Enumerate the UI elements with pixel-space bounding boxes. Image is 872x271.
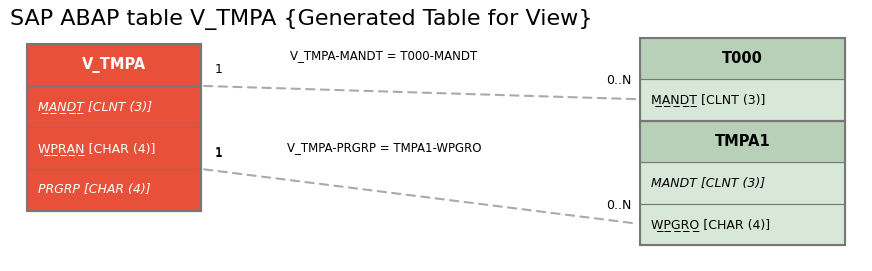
- Text: W̲P̲R̲A̲N̲ [CHAR (4)]: W̲P̲R̲A̲N̲ [CHAR (4)]: [37, 142, 155, 155]
- FancyBboxPatch shape: [27, 86, 201, 127]
- Text: 1: 1: [215, 63, 222, 76]
- FancyBboxPatch shape: [27, 169, 201, 211]
- FancyBboxPatch shape: [640, 162, 845, 204]
- Text: V_TMPA-PRGRP = TMPA1-WPGRO: V_TMPA-PRGRP = TMPA1-WPGRO: [287, 141, 481, 154]
- FancyBboxPatch shape: [27, 44, 201, 86]
- Text: V_TMPA: V_TMPA: [82, 57, 146, 73]
- Text: M̲A̲N̲D̲T̲ [CLNT (3)]: M̲A̲N̲D̲T̲ [CLNT (3)]: [651, 93, 765, 107]
- Text: W̲P̲G̲R̲O̲ [CHAR (4)]: W̲P̲G̲R̲O̲ [CHAR (4)]: [651, 218, 770, 231]
- FancyBboxPatch shape: [640, 79, 845, 121]
- Text: V_TMPA-MANDT = T000-MANDT: V_TMPA-MANDT = T000-MANDT: [290, 49, 478, 62]
- FancyBboxPatch shape: [640, 38, 845, 79]
- Text: SAP ABAP table V_TMPA {Generated Table for View}: SAP ABAP table V_TMPA {Generated Table f…: [10, 9, 593, 30]
- Text: PRGRP [CHAR (4)]: PRGRP [CHAR (4)]: [37, 183, 151, 196]
- Text: 1: 1: [215, 146, 222, 159]
- Text: M̲A̲N̲D̲T̲ [CLNT (3)]: M̲A̲N̲D̲T̲ [CLNT (3)]: [37, 100, 152, 113]
- FancyBboxPatch shape: [640, 121, 845, 162]
- Text: TMPA1: TMPA1: [714, 134, 770, 149]
- Text: 0..N: 0..N: [606, 199, 631, 212]
- FancyBboxPatch shape: [640, 204, 845, 246]
- Text: MANDT [CLNT (3)]: MANDT [CLNT (3)]: [651, 177, 765, 190]
- Text: 1: 1: [215, 147, 222, 160]
- Text: 0..N: 0..N: [606, 74, 631, 87]
- Text: T000: T000: [722, 51, 763, 66]
- FancyBboxPatch shape: [27, 127, 201, 169]
